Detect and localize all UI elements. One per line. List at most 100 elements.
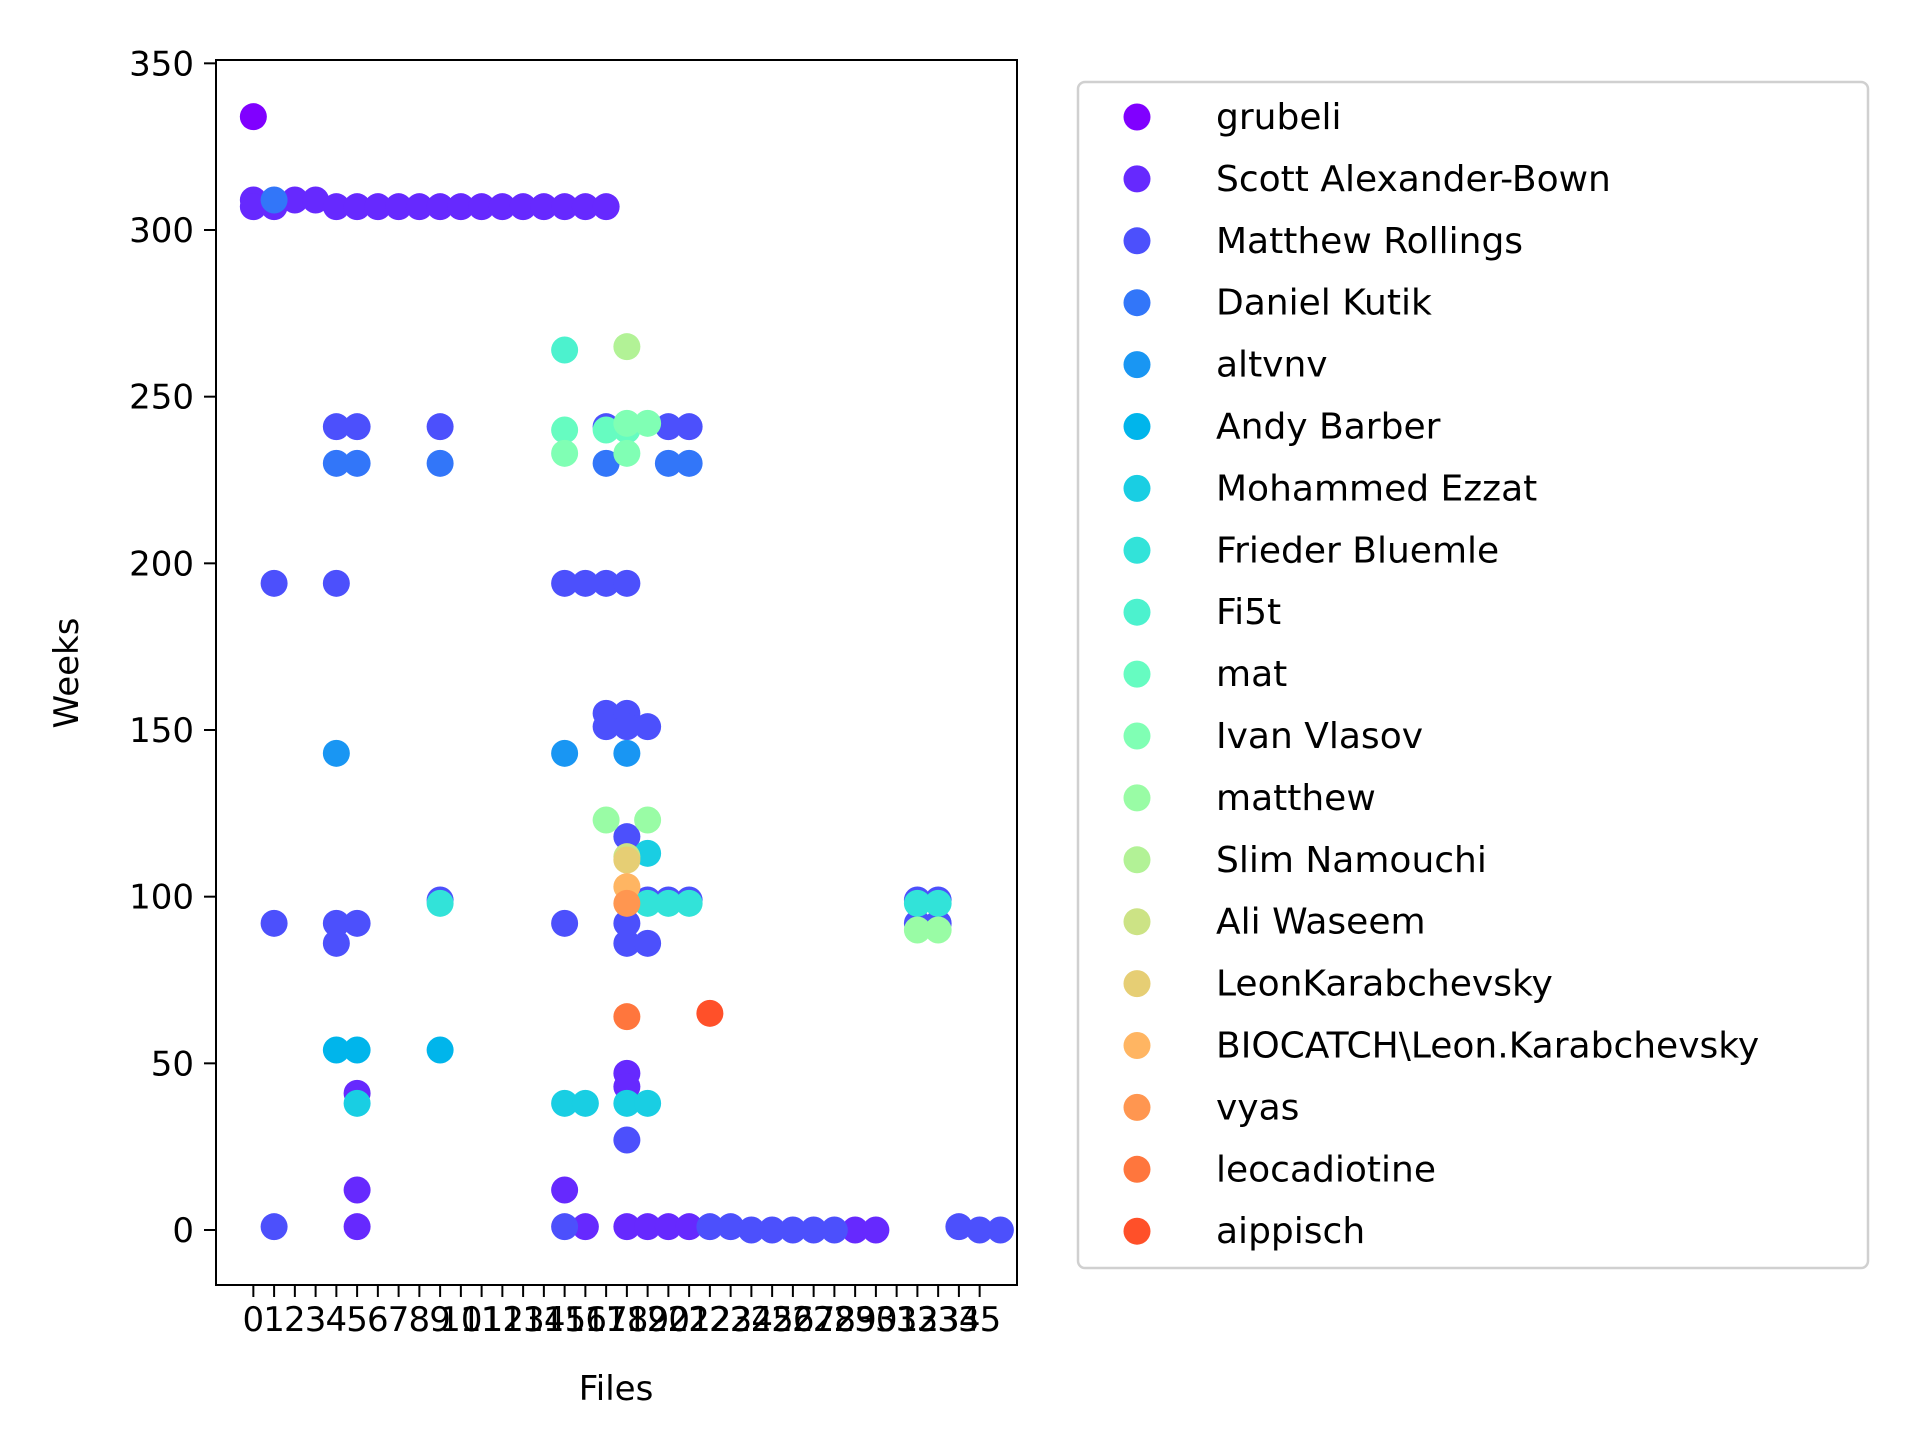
data-point-1-9 [405, 193, 433, 221]
data-point-3-4 [592, 449, 620, 477]
data-point-1-22 [551, 1176, 579, 1204]
data-point-1-20 [343, 1176, 371, 1204]
data-point-11-1 [634, 806, 662, 834]
data-point-2-39 [820, 1216, 848, 1244]
legend-label-17: leocadiotine [1216, 1149, 1436, 1190]
data-point-7-3 [675, 889, 703, 917]
x-tick-label-20: 20 [647, 1300, 690, 1340]
x-tick-label-32: 32 [896, 1300, 939, 1340]
data-point-3-0 [260, 186, 288, 214]
points-layer [239, 103, 1014, 1244]
data-point-2-34 [717, 1213, 745, 1241]
legend-label-10: Ivan Vlasov [1216, 716, 1423, 757]
x-tick-label-25: 25 [751, 1300, 794, 1340]
data-point-1-11 [447, 193, 475, 221]
y-tick-label-2: 100 [129, 878, 194, 918]
legend-marker-5 [1123, 413, 1151, 440]
data-point-11-2 [903, 916, 931, 944]
y-axis: 0 50 100 150 200 250 300 350 [129, 44, 216, 1251]
data-point-1-4 [302, 186, 330, 214]
data-point-2-0 [260, 569, 288, 597]
data-point-7-1 [634, 889, 662, 917]
legend-label-4: altvnv [1216, 345, 1328, 386]
data-point-10-2 [613, 439, 641, 467]
legend-label-0: grubeli [1216, 97, 1341, 138]
data-point-12-0 [613, 333, 641, 361]
data-point-2-37 [779, 1216, 807, 1244]
x-tick-label-35: 35 [958, 1300, 1001, 1340]
legend-marker-8 [1123, 598, 1151, 626]
data-point-1-31 [862, 1216, 890, 1244]
data-point-1-8 [385, 193, 413, 221]
data-point-7-5 [924, 889, 952, 917]
data-point-2-2 [260, 1213, 288, 1241]
legend-label-5: Andy Barber [1216, 407, 1441, 448]
x-tick-label-5: 5 [346, 1300, 368, 1340]
data-point-6-0 [343, 1089, 371, 1117]
data-point-2-31 [675, 413, 703, 441]
legend-marker-10 [1123, 722, 1151, 750]
data-point-2-22 [613, 823, 641, 851]
x-tick-label-27: 27 [792, 1300, 835, 1340]
data-point-2-8 [343, 909, 371, 937]
x-tick-label-29: 29 [834, 1300, 877, 1340]
data-point-1-12 [468, 193, 496, 221]
legend-marker-13 [1123, 908, 1151, 936]
data-point-1-30 [841, 1216, 869, 1244]
data-point-7-0 [426, 889, 454, 917]
data-point-16-0 [613, 889, 641, 917]
x-tick-label-15: 15 [543, 1300, 586, 1340]
legend-label-12: Slim Namouchi [1216, 840, 1487, 881]
x-tick-label-18: 18 [605, 1300, 648, 1340]
x-tick-label-2: 2 [284, 1300, 306, 1340]
data-point-2-29 [654, 413, 682, 441]
data-point-2-6 [322, 929, 350, 957]
data-point-4-1 [551, 739, 579, 767]
x-tick-label-26: 26 [771, 1300, 814, 1340]
data-point-1-3 [281, 186, 309, 214]
legend-marker-6 [1123, 474, 1151, 502]
data-point-2-44 [945, 1213, 973, 1241]
y-tick-label-7: 350 [129, 44, 194, 84]
data-point-4-2 [613, 739, 641, 767]
x-tick-label-14: 14 [522, 1300, 565, 1340]
legend-marker-1 [1123, 165, 1151, 193]
x-axis: 0 1 2 3 4 5 6 7 8 9101112131415161718192021222324… [243, 1285, 1001, 1340]
data-point-2-3 [322, 413, 350, 441]
data-point-11-0 [592, 806, 620, 834]
data-point-2-11 [551, 569, 579, 597]
x-tick-label-11: 11 [460, 1300, 503, 1340]
data-point-5-1 [343, 1036, 371, 1064]
data-point-2-16 [592, 569, 620, 597]
legend-frame [1076, 80, 1870, 1270]
legend-marker-16 [1123, 1093, 1151, 1121]
data-point-10-3 [634, 409, 662, 437]
plot-frame [215, 59, 1018, 1286]
legend-label-2: Matthew Rollings [1216, 221, 1523, 262]
legend-label-15: BIOCATCH\Leon.Karabchevsky [1216, 1026, 1759, 1067]
legend-label-7: Frieder Bluemle [1216, 530, 1499, 571]
data-point-1-7 [364, 193, 392, 221]
data-point-2-26 [634, 713, 662, 741]
data-point-8-0 [551, 336, 579, 364]
data-point-1-1 [239, 193, 267, 221]
data-point-1-15 [530, 193, 558, 221]
legend-marker-17 [1123, 1155, 1151, 1183]
x-tick-label-7: 7 [388, 1300, 410, 1340]
x-tick-label-9: 9 [429, 1300, 451, 1340]
data-point-1-21 [343, 1213, 371, 1241]
y-tick-label-0: 0 [172, 1211, 194, 1251]
data-point-6-3 [613, 1089, 641, 1117]
data-point-2-35 [737, 1216, 765, 1244]
legend-marker-18 [1123, 1217, 1151, 1245]
legend-marker-9 [1123, 660, 1151, 688]
legend-label-1: Scott Alexander-Bown [1216, 159, 1611, 200]
y-tick-label-4: 200 [129, 544, 194, 584]
data-point-1-28 [654, 1213, 682, 1241]
data-point-1-27 [634, 1213, 662, 1241]
data-point-2-1 [260, 909, 288, 937]
legend-label-6: Mohammed Ezzat [1216, 468, 1537, 509]
data-point-2-5 [322, 909, 350, 937]
legend-marker-11 [1123, 784, 1151, 812]
x-tick-label-22: 22 [688, 1300, 731, 1340]
